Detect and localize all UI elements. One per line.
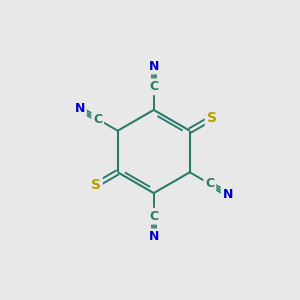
Text: N: N	[74, 102, 85, 115]
Text: N: N	[148, 59, 159, 73]
Text: C: C	[149, 210, 158, 223]
Text: C: C	[149, 80, 158, 93]
Text: S: S	[207, 111, 217, 125]
Text: N: N	[148, 230, 159, 244]
Text: C: C	[205, 177, 214, 190]
Text: C: C	[93, 113, 102, 126]
Text: N: N	[223, 188, 233, 201]
Text: S: S	[91, 178, 101, 192]
